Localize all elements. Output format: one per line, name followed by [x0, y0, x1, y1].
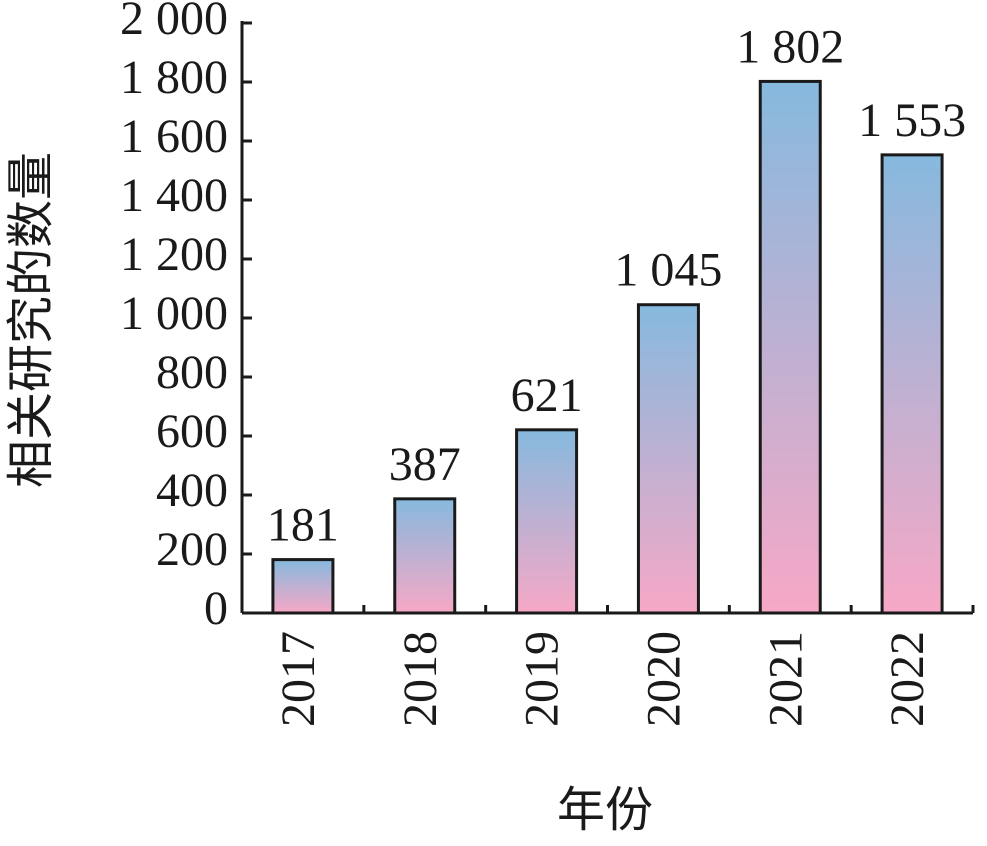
y-tick-label: 800: [156, 346, 228, 399]
x-tick-label: 2020: [637, 631, 690, 727]
y-tick-label: 0: [204, 582, 228, 635]
x-tick-label: 2022: [881, 631, 934, 727]
value-label: 1 802: [736, 20, 844, 73]
x-tick-label: 2017: [272, 631, 325, 727]
x-axis-label: 年份: [557, 784, 653, 837]
bar: [515, 428, 579, 615]
y-tick-label: 1 000: [120, 287, 228, 340]
x-tick-label: 2018: [394, 631, 447, 727]
value-label: 621: [511, 369, 583, 422]
y-tick-label: 600: [156, 405, 228, 458]
y-tick-label: 2 000: [120, 0, 228, 45]
value-label: 387: [389, 438, 461, 491]
value-label: 181: [267, 499, 339, 552]
x-tick-label: 2019: [516, 631, 569, 727]
x-tick-label: 2021: [759, 631, 812, 727]
value-label: 1 553: [858, 94, 966, 147]
bar: [636, 303, 700, 615]
bar: [880, 153, 944, 615]
bar: [271, 558, 335, 615]
y-tick-label: 1 200: [120, 228, 228, 281]
y-tick-label: 400: [156, 464, 228, 517]
y-axis-label: 相关研究的数量: [5, 152, 58, 488]
y-tick-label: 1 600: [120, 110, 228, 163]
y-tick-label: 1 800: [120, 51, 228, 104]
y-tick-label: 200: [156, 523, 228, 576]
y-tick-label: 1 400: [120, 169, 228, 222]
bar: [393, 497, 457, 615]
bar: [758, 79, 822, 615]
value-label: 1 045: [614, 244, 722, 297]
